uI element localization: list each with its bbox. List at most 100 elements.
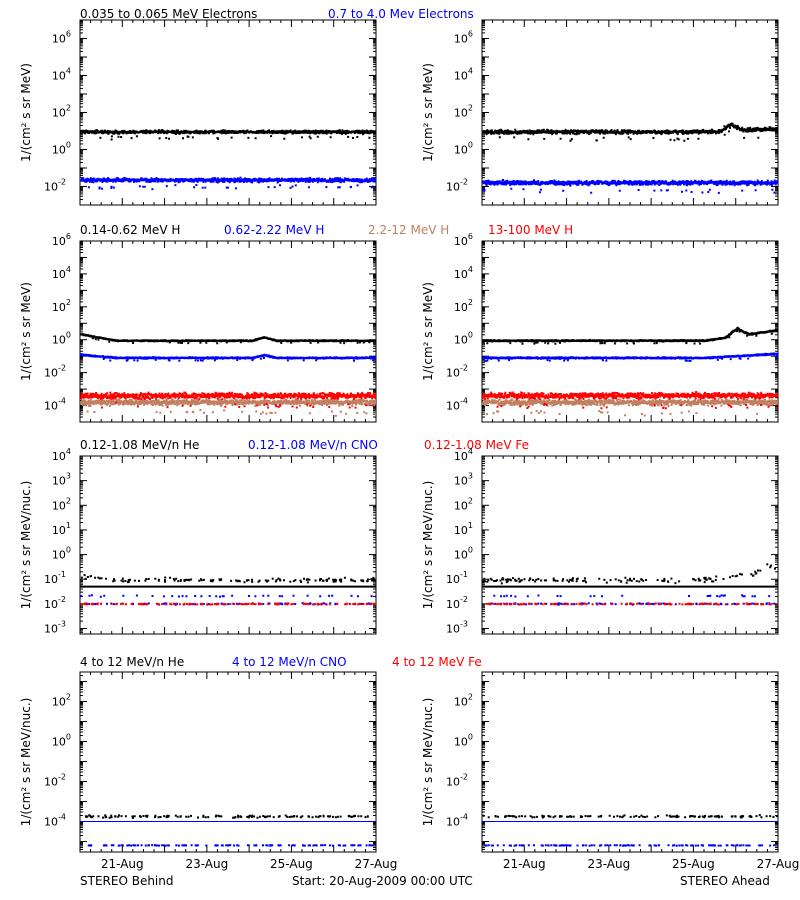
y-tick-base: 10: [52, 499, 66, 512]
y-tick-exponent: 6: [468, 232, 473, 241]
y-tick-label: 102: [454, 298, 473, 314]
y-tick-base: 10: [44, 400, 58, 413]
y-tick-label: 10-4: [44, 813, 66, 829]
y-tick-base: 10: [454, 33, 468, 46]
y-tick-base: 10: [52, 33, 66, 46]
y-tick-base: 10: [454, 70, 468, 83]
y-tick-exponent: 0: [66, 733, 71, 742]
y-tick-base: 10: [454, 334, 468, 347]
y-tick-base: 10: [52, 107, 66, 120]
y-tick-exponent: 2: [468, 298, 473, 307]
y-tick-exponent: 0: [66, 141, 71, 150]
y-tick-exponent: 1: [66, 521, 71, 530]
y-tick-label: 10-1: [446, 570, 468, 586]
y-tick-label: 101: [454, 521, 473, 537]
y-tick-exponent: -1: [460, 570, 468, 579]
y-tick-exponent: 2: [66, 104, 71, 113]
y-tick-label: 102: [454, 693, 473, 709]
x-tick-label: 27-Aug: [757, 857, 800, 871]
y-tick-base: 10: [52, 450, 66, 463]
y-tick-exponent: 4: [66, 447, 71, 456]
y-tick-label: 102: [52, 496, 71, 512]
y-tick-label: 100: [454, 546, 473, 562]
y-axis-label: 1/(cm² s sr MeV): [421, 63, 435, 162]
series-points: [80, 397, 376, 417]
y-tick-label: 10-2: [446, 178, 468, 194]
y-tick-base: 10: [446, 367, 460, 380]
series-points: [80, 353, 376, 362]
y-tick-label: 101: [52, 521, 71, 537]
y-tick-exponent: -4: [58, 397, 66, 406]
series-points: [482, 179, 778, 194]
series-0-12-1-08-mev-fe: [486, 602, 778, 606]
x-tick-label: 21-Aug: [101, 857, 144, 871]
legend-row-1: 0.035 to 0.065 MeV Electrons 0.7 to 4.0 …: [80, 7, 474, 21]
y-tick-label: 10-2: [44, 595, 66, 611]
data-points: [482, 122, 778, 194]
y-tick-base: 10: [44, 776, 58, 789]
footer: STEREO Behind Start: 20-Aug-2009 00:00 U…: [80, 874, 770, 888]
x-tick-label: 25-Aug: [270, 857, 313, 871]
legend-row2-item-2: 0.62-2.22 MeV H: [224, 223, 324, 237]
y-tick-exponent: 4: [66, 67, 71, 76]
footer-center-label: Start: 20-Aug-2009 00:00 UTC: [292, 874, 473, 888]
y-axis-label: 1/(cm² s sr MeV): [421, 282, 435, 381]
series-4-to-12-mev-n-he: [482, 814, 778, 819]
y-tick-label: 104: [454, 67, 473, 83]
series-points: [80, 594, 376, 606]
y-tick-exponent: 0: [468, 733, 473, 742]
y-tick-base: 10: [446, 598, 460, 611]
y-tick-exponent: -2: [58, 773, 66, 782]
y-tick-label: 102: [454, 104, 473, 120]
series-0-035-to-0-065-mev-electrons: [80, 129, 376, 141]
legend-row-4: 4 to 12 MeV/n He 4 to 12 MeV/n CNO 4 to …: [80, 655, 482, 669]
y-tick-base: 10: [446, 400, 460, 413]
y-tick-label: 10-2: [446, 773, 468, 789]
y-tick-exponent: 0: [468, 141, 473, 150]
y-tick-label: 10-2: [44, 178, 66, 194]
series-points: [80, 391, 376, 409]
y-tick-label: 104: [52, 265, 71, 281]
legend-row4-item-1: 4 to 12 MeV/n He: [80, 655, 184, 669]
y-tick-exponent: -4: [58, 813, 66, 822]
series-points: [482, 326, 778, 345]
y-tick-label: 103: [52, 472, 71, 488]
y-tick-exponent: 2: [468, 496, 473, 505]
y-tick-label: 106: [454, 30, 473, 46]
series-points: [482, 814, 778, 819]
y-tick-base: 10: [454, 268, 468, 281]
y-tick-exponent: 6: [66, 30, 71, 39]
y-tick-exponent: 2: [66, 496, 71, 505]
y-tick-exponent: -2: [58, 178, 66, 187]
y-tick-base: 10: [52, 475, 66, 488]
legend-row1-item-1: 0.035 to 0.065 MeV Electrons: [80, 7, 257, 21]
y-tick-exponent: 3: [66, 472, 71, 481]
y-tick-base: 10: [44, 623, 58, 636]
y-tick-label: 10-2: [446, 595, 468, 611]
legend-row1-item-2: 0.7 to 4.0 Mev Electrons: [328, 7, 474, 21]
y-tick-base: 10: [446, 816, 460, 829]
y-tick-label: 100: [454, 331, 473, 347]
y-tick-label: 100: [454, 733, 473, 749]
data-points: [482, 326, 778, 417]
y-tick-exponent: 2: [66, 693, 71, 702]
data-points: [80, 574, 376, 606]
y-axis-label: 1/(cm² s sr MeV): [19, 282, 33, 381]
series-0-14-0-62-mev-h: [80, 333, 376, 345]
y-tick-exponent: -3: [58, 620, 66, 629]
legend-row3-item-2: 0.12-1.08 MeV/n CNO: [248, 438, 378, 452]
x-tick-label: 23-Aug: [185, 857, 228, 871]
y-tick-base: 10: [52, 70, 66, 83]
legend-row4-item-2: 4 to 12 MeV/n CNO: [232, 655, 347, 669]
y-tick-base: 10: [454, 736, 468, 749]
y-tick-exponent: 6: [66, 232, 71, 241]
y-tick-label: 104: [454, 447, 473, 463]
y-tick-label: 10-2: [446, 364, 468, 380]
